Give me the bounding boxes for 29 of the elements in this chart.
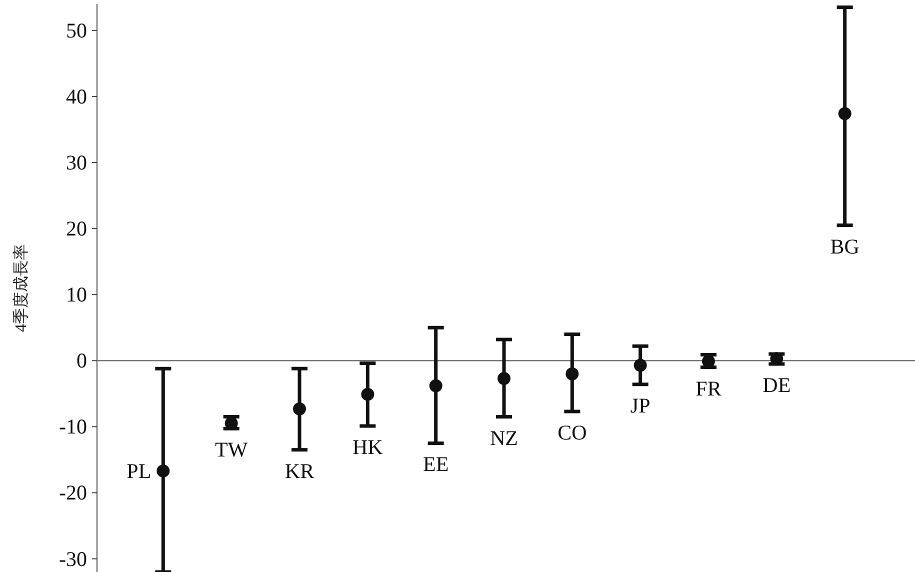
x-tick-label: CO: [558, 420, 587, 445]
point: [838, 107, 852, 120]
y-tick-label: 20: [66, 216, 87, 241]
y-tick-label: -20: [59, 480, 87, 505]
x-tick-label: BG: [830, 234, 860, 258]
point: [566, 367, 579, 380]
x-tick-label: FR: [696, 376, 722, 400]
point: [634, 358, 647, 372]
point: [498, 372, 510, 385]
y-tick-label: 30: [66, 150, 87, 175]
x-tick-label: TW: [215, 438, 248, 462]
point: [429, 379, 442, 392]
x-tick-label: JP: [630, 393, 650, 418]
y-tick-label: -30: [59, 546, 87, 571]
y-tick-label: 0: [76, 348, 87, 373]
y-axis-title: 4季度成長率: [12, 244, 30, 332]
x-tick-label: EE: [423, 452, 449, 476]
x-tick-label: PL: [126, 458, 152, 483]
y-tick-label: 50: [66, 18, 87, 42]
point: [293, 402, 306, 416]
x-tick-label: NZ: [490, 426, 518, 450]
x-tick-label: KR: [284, 458, 314, 483]
y-tick-label: 10: [66, 282, 87, 307]
x-tick-label: DE: [762, 372, 791, 397]
y-tick-label: 40: [66, 84, 87, 108]
y-tick-label: -10: [59, 414, 87, 439]
point: [361, 388, 374, 401]
x-tick-label: HK: [352, 435, 383, 460]
point: [156, 464, 170, 478]
